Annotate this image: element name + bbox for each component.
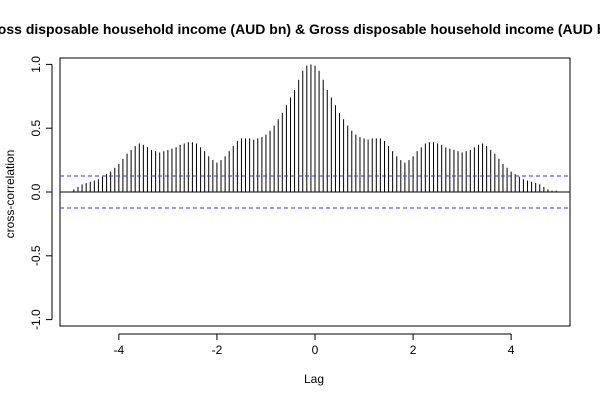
y-tick-label: 0.5 [29,120,43,137]
x-tick-label: 4 [508,343,515,357]
y-tick-label: -0.5 [29,245,43,266]
x-axis-label: Lag [304,372,324,386]
chart-title: Gross disposable household income (AUD b… [0,21,600,37]
y-tick-label: 0.0 [29,183,43,200]
x-tick-label: 0 [312,343,319,357]
x-tick-label: -2 [212,343,223,357]
x-tick-label: -4 [114,343,125,357]
y-axis-label: cross-correlation [3,150,17,239]
y-tick-label: -1.0 [29,309,43,330]
plot-area: -4 -2 0 2 4 -1.0 -0.5 0.0 0.5 1.0 [29,56,571,357]
y-tick-label: 1.0 [29,56,43,73]
x-tick-label: 2 [410,343,417,357]
